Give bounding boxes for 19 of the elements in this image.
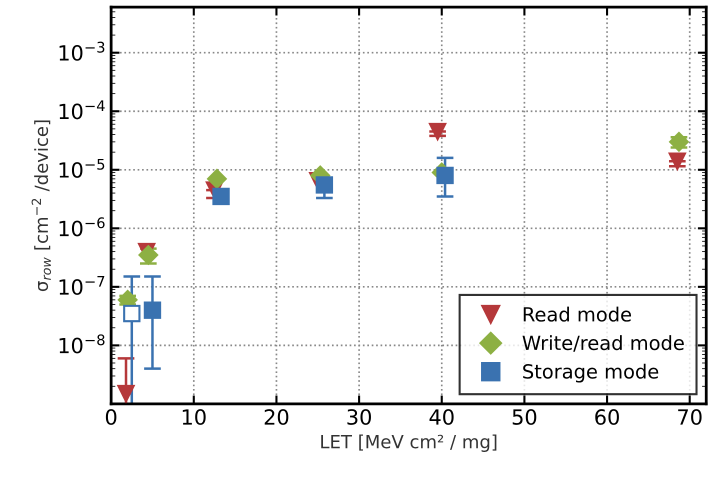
y-tick-label: 10$^{−5}$ xyxy=(60,158,104,178)
x-tick-label: 40 xyxy=(430,409,454,425)
y-tick-label: 10$^{−6}$ xyxy=(60,217,105,236)
x-tick-label: 50 xyxy=(512,409,536,425)
x-tick-label: 30 xyxy=(347,409,371,425)
x-tick-label: 10 xyxy=(182,409,206,425)
y-tick-label: 10$^{−3}$ xyxy=(60,42,104,61)
y-tick-label: 10$^{−7}$ xyxy=(60,276,104,295)
legend-label: Storage mode xyxy=(523,364,658,383)
x-tick-label: 0 xyxy=(106,409,116,425)
legend-label: Write/read mode xyxy=(522,335,684,352)
legend-label: Read mode xyxy=(524,306,632,322)
y-axis-title: σ$_{row}$ [cm$^{−2}$ /device] xyxy=(32,120,52,292)
x-tick-label: 20 xyxy=(264,409,288,425)
x-tick-label: 70 xyxy=(678,409,702,425)
x-axis-title: LET [MeV cm² / mg] xyxy=(321,434,496,452)
y-tick-label: 10$^{−4}$ xyxy=(60,100,105,120)
x-tick-label: 60 xyxy=(595,409,619,425)
y-tick-label: 10$^{−8}$ xyxy=(60,334,105,354)
